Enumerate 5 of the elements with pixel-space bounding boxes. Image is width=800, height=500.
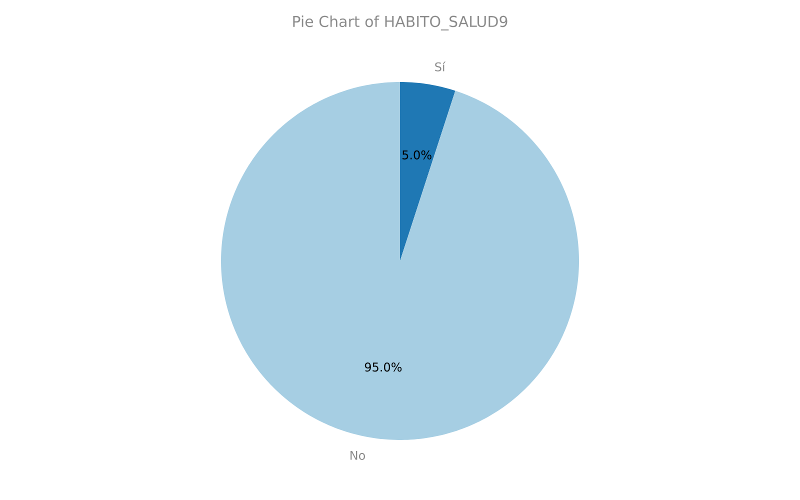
slice-label: No	[350, 451, 366, 460]
data-label: 5.0%	[402, 150, 432, 160]
chart-title: Pie Chart of HABITO_SALUD9	[293, 16, 508, 30]
data-label: 95.0%	[364, 362, 402, 372]
slice-label: Sí	[435, 62, 446, 72]
